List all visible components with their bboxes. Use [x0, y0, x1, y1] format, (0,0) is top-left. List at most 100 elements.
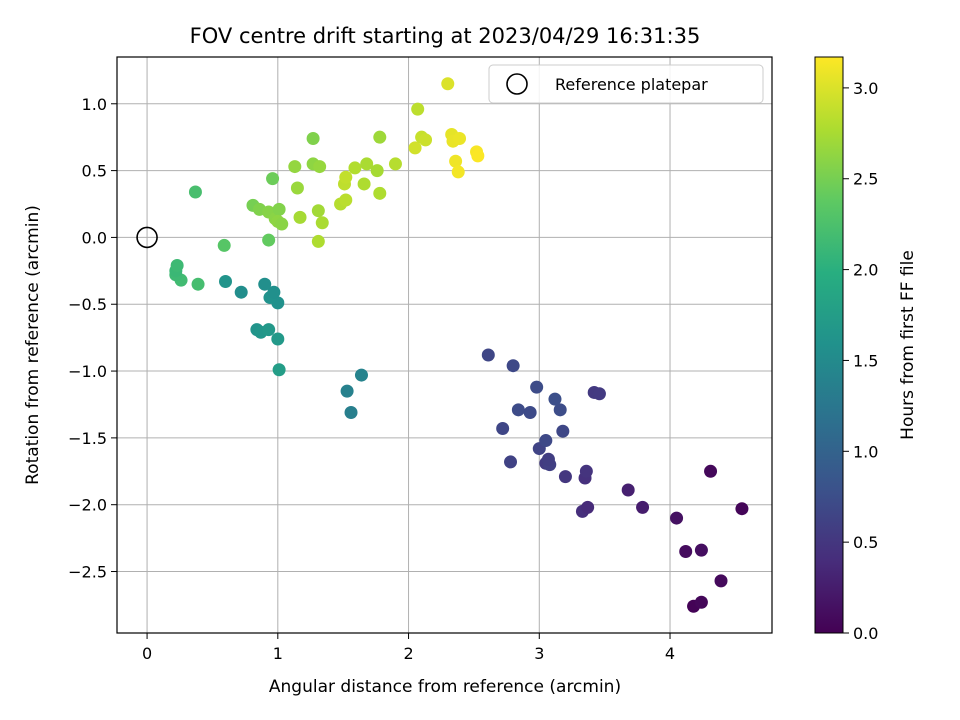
data-point: [556, 424, 570, 438]
data-point: [258, 277, 272, 291]
data-point: [679, 544, 693, 558]
data-point: [694, 543, 708, 557]
data-point: [411, 102, 425, 116]
data-point: [234, 285, 248, 299]
data-point: [271, 332, 285, 346]
data-point: [315, 216, 329, 230]
data-point: [636, 500, 650, 514]
data-point: [344, 405, 358, 419]
y-tick-label: −2.5: [68, 563, 107, 582]
data-point: [306, 132, 320, 146]
data-point: [275, 217, 289, 231]
data-point: [714, 574, 728, 588]
colorbar-tick-label: 0.5: [853, 533, 878, 552]
data-point: [272, 202, 286, 216]
colorbar-tick-label: 2.0: [853, 261, 878, 280]
data-point: [266, 172, 280, 186]
data-point: [496, 422, 510, 436]
colorbar-tick-label: 1.0: [853, 442, 878, 461]
x-tick-label: 4: [665, 644, 675, 663]
colorbar-ticks: 0.0 0.5 1.0 1.5 2.0 2.5 3.0: [843, 79, 878, 643]
data-point: [471, 149, 485, 163]
data-point: [170, 258, 184, 272]
grid-lines: [117, 57, 772, 633]
data-point: [311, 234, 325, 248]
data-points: [169, 77, 749, 613]
data-point: [558, 470, 572, 484]
y-tick-label: −2.0: [68, 496, 107, 515]
colorbar-gradient: [814, 56, 844, 634]
y-tick-label: −0.5: [68, 295, 107, 314]
data-point: [548, 392, 562, 406]
data-point: [357, 177, 371, 191]
data-point: [451, 165, 465, 179]
data-point: [553, 403, 567, 417]
data-point: [523, 405, 537, 419]
data-point: [219, 275, 233, 289]
data-point: [370, 164, 384, 178]
data-point: [373, 130, 387, 144]
x-axis-label: Angular distance from reference (arcmin): [269, 677, 621, 697]
data-point: [340, 384, 354, 398]
data-point: [339, 170, 353, 184]
y-tick-label: −1.5: [68, 429, 107, 448]
data-point: [704, 464, 718, 478]
y-tick-label: 0.5: [82, 162, 107, 181]
chart-title: FOV centre drift starting at 2023/04/29 …: [190, 24, 701, 48]
data-point: [262, 323, 276, 337]
x-tick-label: 2: [403, 644, 413, 663]
colorbar: 0.0 0.5 1.0 1.5 2.0 2.5 3.0 Hours from first F…: [814, 56, 918, 643]
data-point: [262, 233, 276, 247]
data-point: [735, 502, 749, 516]
colorbar-tick-label: 3.0: [853, 79, 878, 98]
colorbar-label: Hours from first FF file: [898, 250, 918, 440]
legend-label: Reference platepar: [555, 75, 708, 94]
colorbar-tick-label: 1.5: [853, 351, 878, 370]
y-axis-ticks: 1.0 0.5 0.0 −0.5 −1.0 −1.5 −2.0 −2.5: [68, 95, 117, 582]
data-point: [311, 204, 325, 218]
data-point: [441, 77, 455, 91]
x-axis-ticks: 0 1 2 3 4: [142, 633, 675, 663]
x-tick-label: 3: [534, 644, 544, 663]
data-point: [188, 185, 202, 199]
data-point: [511, 403, 525, 417]
colorbar-tick-label: 2.5: [853, 170, 878, 189]
data-point: [581, 500, 595, 514]
y-axis-label: Rotation from reference (arcmin): [23, 205, 43, 485]
data-point: [348, 161, 362, 175]
data-point: [313, 160, 327, 174]
data-point: [504, 455, 518, 469]
data-point: [481, 348, 495, 362]
data-point: [530, 380, 544, 394]
data-point: [539, 434, 553, 448]
data-point: [506, 359, 520, 373]
legend-marker: [506, 73, 528, 95]
data-point: [191, 277, 205, 291]
y-tick-label: 1.0: [82, 95, 107, 114]
data-point: [694, 595, 708, 609]
x-tick-label: 1: [273, 644, 283, 663]
data-point: [579, 464, 593, 478]
data-point: [293, 210, 307, 224]
data-point: [449, 154, 463, 168]
data-point: [354, 368, 368, 382]
reference-platepar-marker: [136, 226, 158, 249]
data-point: [541, 452, 555, 466]
data-point: [408, 141, 422, 155]
legend-box: [488, 64, 764, 104]
data-point: [272, 363, 286, 377]
data-point: [339, 193, 353, 207]
data-point: [360, 157, 374, 171]
data-point: [217, 238, 231, 252]
data-point: [621, 483, 635, 497]
plot-frame: [116, 56, 773, 634]
legend: Reference platepar: [488, 64, 764, 104]
x-tick-label: 0: [142, 644, 152, 663]
colorbar-tick-label: 0.0: [853, 624, 878, 643]
data-point: [288, 160, 302, 174]
data-point: [290, 181, 304, 195]
data-point: [373, 186, 387, 200]
data-point: [267, 285, 281, 299]
data-point: [388, 157, 402, 171]
